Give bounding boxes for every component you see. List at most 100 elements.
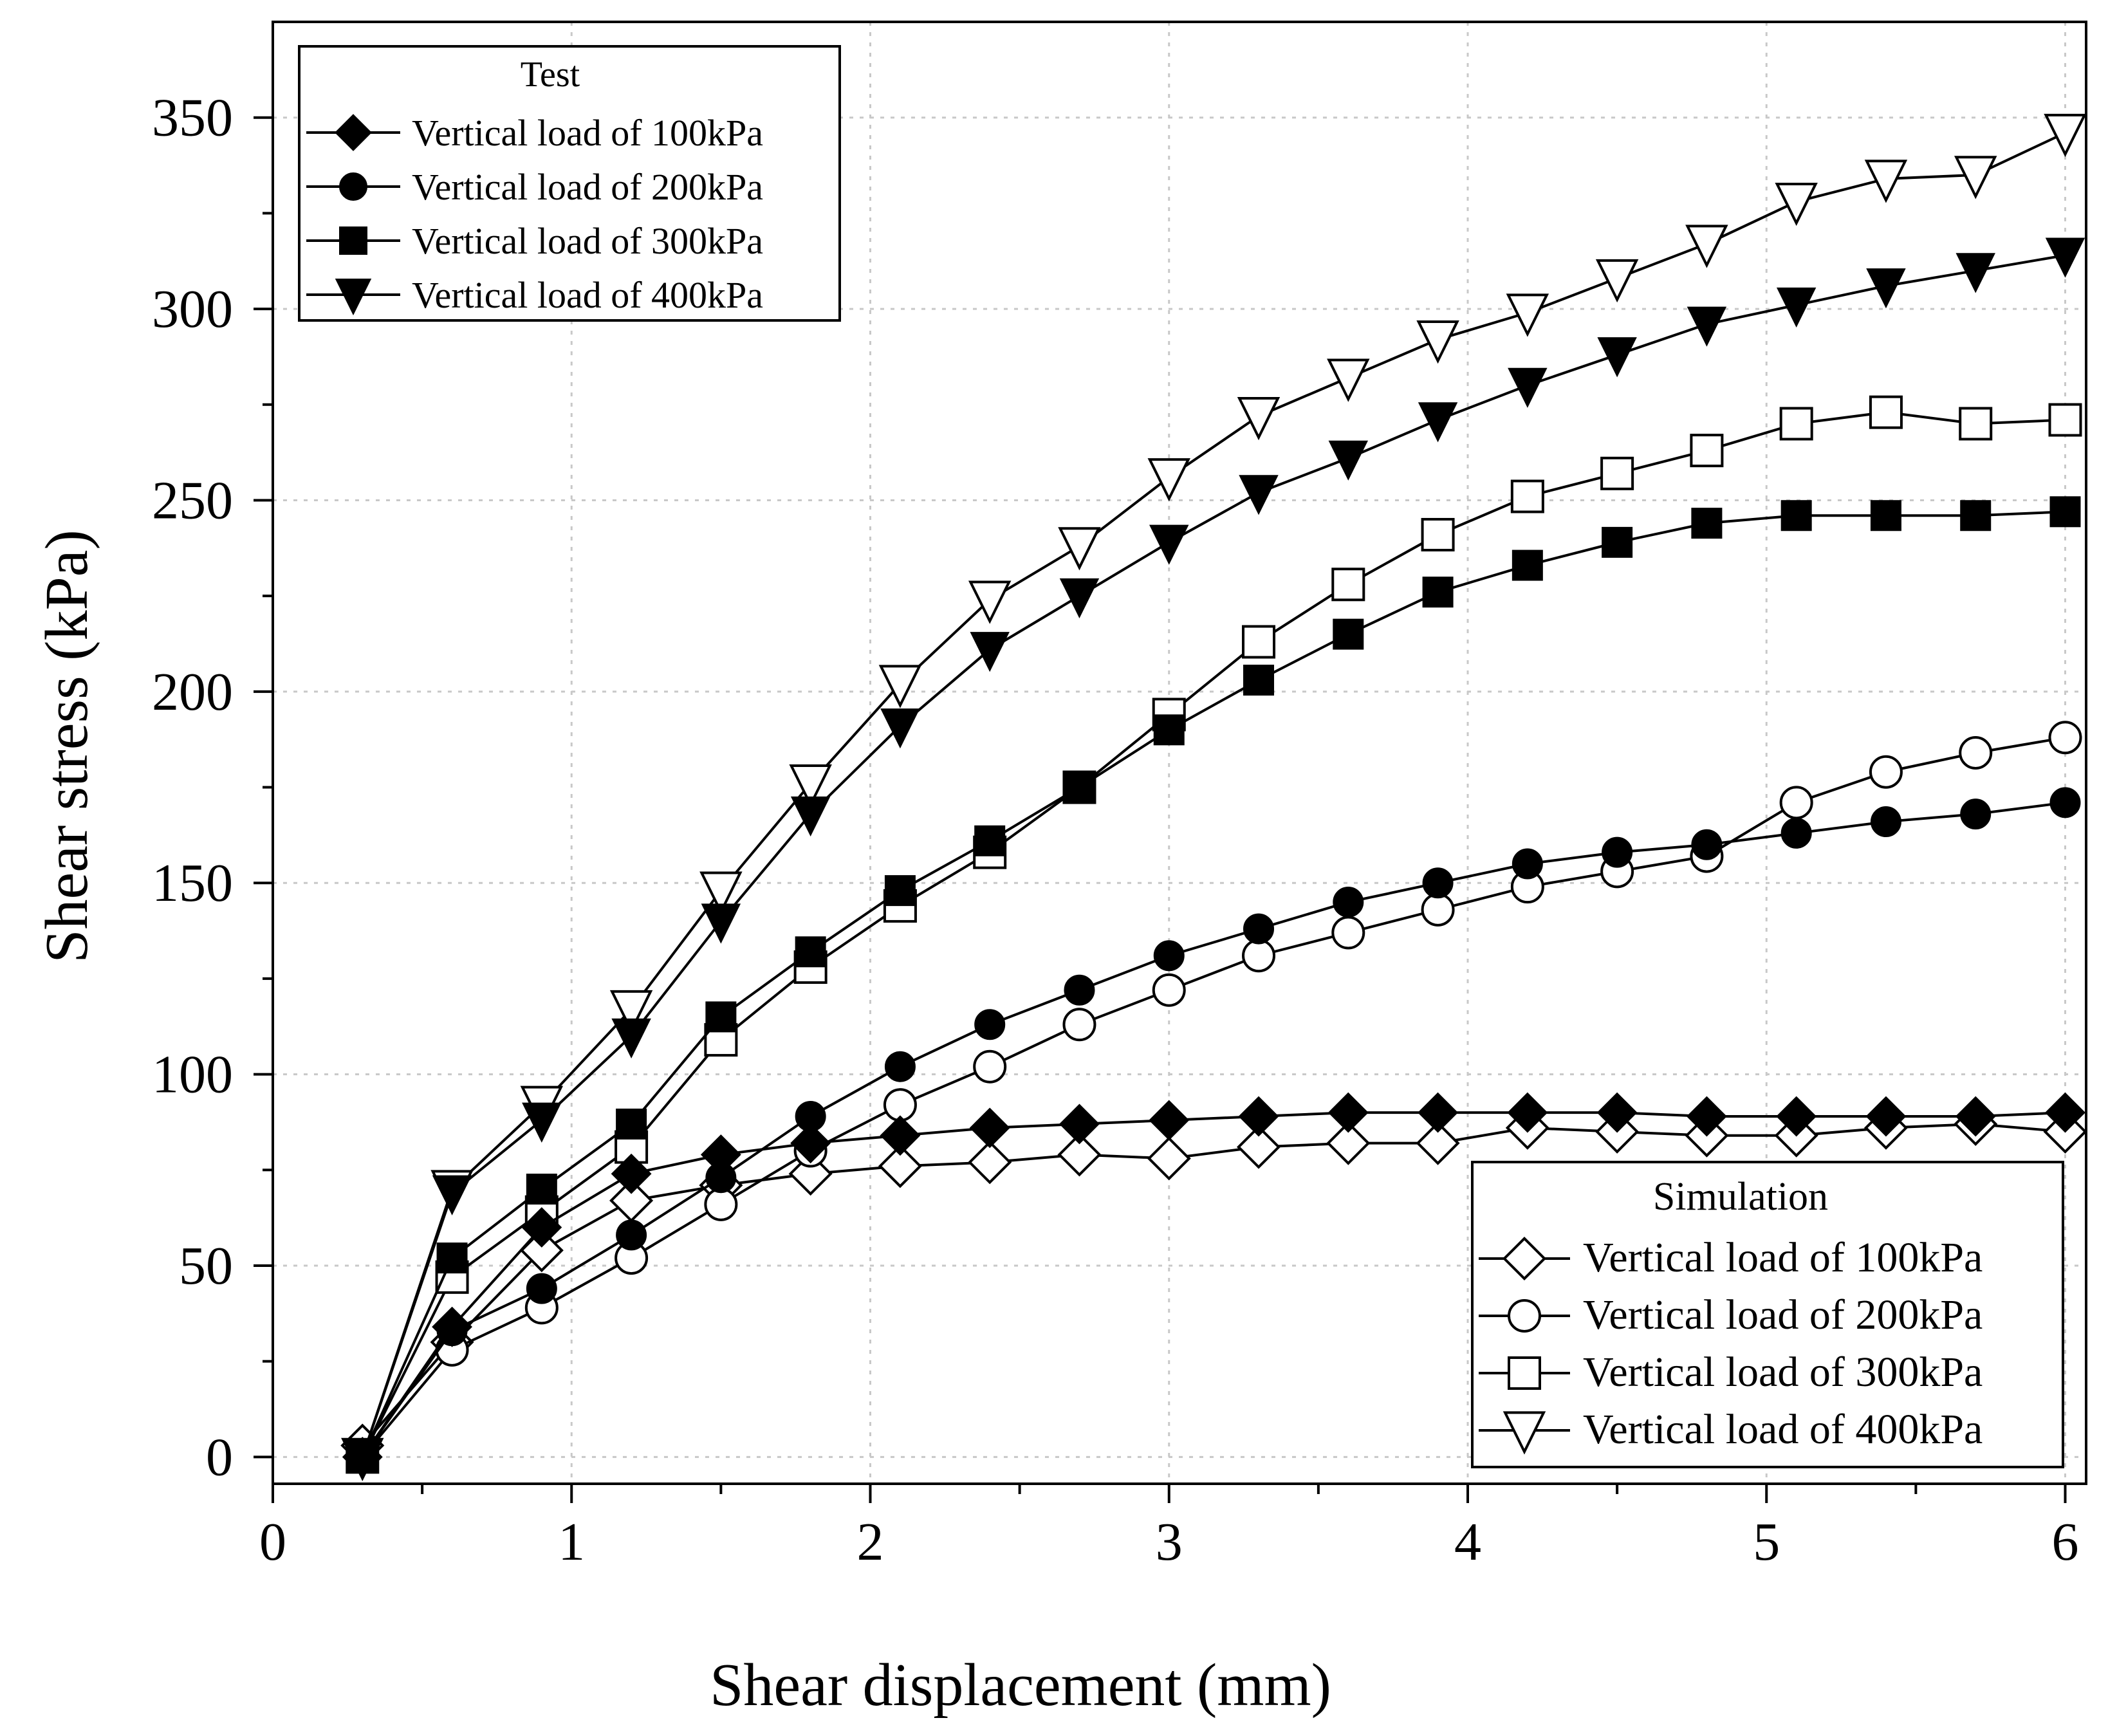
data-point-simulation-vertical-load-of-400kpa — [1147, 458, 1190, 502]
data-point-simulation-vertical-load-of-100kpa — [1057, 1132, 1102, 1177]
data-point-simulation-vertical-load-of-400kpa — [878, 665, 922, 708]
data-point-test-vertical-load-of-400kpa — [701, 903, 741, 944]
x-tick-label: 1 — [558, 1512, 585, 1572]
data-point-test-vertical-load-of-200kpa — [1422, 867, 1454, 899]
x-tick-label: 2 — [857, 1512, 884, 1572]
data-point-test-vertical-load-of-300kpa — [1960, 500, 1992, 531]
legend-test: Test Vertical load of 100kPa Vertical loa… — [298, 45, 841, 322]
data-point-test-vertical-load-of-300kpa — [526, 1174, 557, 1205]
data-point-test-vertical-load-of-400kpa — [1866, 268, 1906, 309]
data-point-test-vertical-load-of-200kpa — [1512, 848, 1543, 880]
data-point-simulation-vertical-load-of-400kpa — [699, 871, 743, 915]
data-point-simulation-vertical-load-of-300kpa — [1421, 517, 1455, 551]
data-point-simulation-vertical-load-of-300kpa — [1959, 407, 1993, 441]
data-point-simulation-vertical-load-of-200kpa — [1959, 736, 1993, 770]
data-point-test-vertical-load-of-200kpa — [2049, 787, 2081, 818]
data-point-simulation-vertical-load-of-100kpa — [1416, 1121, 1460, 1165]
data-point-test-vertical-load-of-300kpa — [1243, 664, 1275, 696]
legend-marker — [339, 172, 367, 201]
data-point-test-vertical-load-of-200kpa — [795, 1101, 826, 1132]
y-tick-label: 350 — [152, 88, 233, 148]
series-line — [361, 131, 2066, 1458]
legend-label: Vertical load of 400kPa — [412, 274, 763, 316]
legend-label: Vertical load of 200kPa — [1583, 1291, 1983, 1338]
data-point-simulation-vertical-load-of-100kpa — [1326, 1121, 1371, 1165]
data-point-test-vertical-load-of-100kpa — [1507, 1092, 1548, 1133]
data-point-test-vertical-load-of-100kpa — [1865, 1096, 1907, 1137]
data-point-test-vertical-load-of-300kpa — [1780, 500, 1812, 531]
data-point-test-vertical-load-of-300kpa — [1422, 577, 1454, 608]
data-point-test-vertical-load-of-300kpa — [1691, 508, 1723, 539]
data-point-test-vertical-load-of-100kpa — [969, 1107, 1010, 1149]
data-point-simulation-vertical-load-of-400kpa — [1954, 156, 1997, 199]
data-point-test-vertical-load-of-300kpa — [1064, 771, 1095, 803]
legend-marker — [1508, 1299, 1541, 1333]
data-point-test-vertical-load-of-100kpa — [611, 1153, 652, 1194]
data-point-test-vertical-load-of-100kpa — [2045, 1092, 2085, 1133]
data-point-simulation-vertical-load-of-200kpa — [973, 1049, 1007, 1084]
data-point-simulation-vertical-load-of-300kpa — [1600, 456, 1634, 490]
data-point-simulation-vertical-load-of-200kpa — [704, 1187, 738, 1221]
data-point-test-vertical-load-of-100kpa — [1418, 1092, 1459, 1133]
y-tick-label: 250 — [152, 470, 233, 530]
data-point-test-vertical-load-of-100kpa — [1059, 1103, 1100, 1145]
data-point-simulation-vertical-load-of-300kpa — [2048, 403, 2082, 437]
data-point-test-vertical-load-of-100kpa — [790, 1123, 831, 1164]
legend-marker — [1502, 1411, 1546, 1455]
data-point-test-vertical-load-of-400kpa — [1149, 524, 1189, 565]
data-point-simulation-vertical-load-of-200kpa — [1779, 786, 1813, 820]
x-tick-label: 6 — [2052, 1512, 2079, 1572]
data-point-test-vertical-load-of-400kpa — [611, 1018, 651, 1059]
data-point-simulation-vertical-load-of-100kpa — [968, 1140, 1012, 1185]
data-point-test-vertical-load-of-400kpa — [522, 1102, 562, 1143]
data-point-test-vertical-load-of-400kpa — [432, 1175, 472, 1215]
legend-label: Vertical load of 300kPa — [412, 220, 763, 262]
legend-marker — [335, 114, 372, 151]
y-tick-label: 0 — [206, 1427, 233, 1487]
data-point-simulation-vertical-load-of-100kpa — [1236, 1125, 1281, 1169]
data-point-test-vertical-load-of-200kpa — [1691, 829, 1723, 860]
data-point-test-vertical-load-of-200kpa — [1243, 913, 1275, 945]
data-point-test-vertical-load-of-100kpa — [1776, 1096, 1817, 1137]
y-tick-label: 50 — [179, 1236, 233, 1296]
data-point-test-vertical-load-of-300kpa — [2049, 496, 2081, 528]
series-test-vertical-load-of-400kpa — [342, 237, 2085, 1480]
data-point-test-vertical-load-of-100kpa — [521, 1207, 562, 1248]
y-tick-label: 300 — [152, 279, 233, 339]
data-point-test-vertical-load-of-200kpa — [1153, 940, 1185, 972]
data-point-simulation-vertical-load-of-300kpa — [1690, 434, 1724, 468]
legend-marker — [1502, 1236, 1547, 1281]
data-point-test-vertical-load-of-100kpa — [880, 1115, 921, 1156]
data-point-test-vertical-load-of-100kpa — [1149, 1100, 1190, 1141]
data-point-test-vertical-load-of-400kpa — [790, 796, 831, 837]
data-point-test-vertical-load-of-300kpa — [795, 936, 826, 968]
data-point-simulation-vertical-load-of-200kpa — [1869, 755, 1903, 789]
data-point-test-vertical-load-of-400kpa — [342, 1439, 382, 1480]
data-point-simulation-vertical-load-of-400kpa — [789, 764, 832, 808]
legend-test-title: Test — [521, 55, 580, 95]
data-point-test-vertical-load-of-400kpa — [1328, 440, 1369, 481]
data-point-simulation-vertical-load-of-400kpa — [1685, 225, 1728, 268]
data-point-test-vertical-load-of-100kpa — [1238, 1096, 1279, 1137]
data-point-simulation-vertical-load-of-300kpa — [1242, 625, 1276, 659]
data-point-simulation-vertical-load-of-400kpa — [968, 580, 1012, 624]
data-point-test-vertical-load-of-400kpa — [1418, 402, 1458, 443]
data-point-simulation-vertical-load-of-400kpa — [2044, 113, 2087, 158]
legend-marker — [335, 279, 372, 316]
data-point-test-vertical-load-of-200kpa — [436, 1315, 468, 1347]
series-layer — [340, 113, 2087, 1482]
data-point-test-vertical-load-of-300kpa — [616, 1108, 647, 1140]
data-point-simulation-vertical-load-of-300kpa — [1779, 407, 1813, 441]
y-tick-label: 200 — [152, 662, 233, 722]
data-point-test-vertical-load-of-100kpa — [1955, 1096, 1996, 1137]
y-axis-title: Shear stress (kPa) — [33, 530, 100, 963]
data-point-test-vertical-load-of-200kpa — [1064, 974, 1095, 1006]
x-tick-label: 3 — [1156, 1512, 1183, 1572]
data-point-test-vertical-load-of-400kpa — [880, 708, 920, 749]
axes: 0 1 2 3 4 5 6 0 50 100 150 200 250 300 350 — [152, 88, 2079, 1572]
x-axis-title: Shear displacement (mm) — [710, 1652, 1331, 1719]
data-point-simulation-vertical-load-of-200kpa — [2048, 721, 2082, 755]
legend-label: Vertical load of 100kPa — [412, 112, 763, 154]
data-point-test-vertical-load-of-200kpa — [1333, 886, 1364, 918]
